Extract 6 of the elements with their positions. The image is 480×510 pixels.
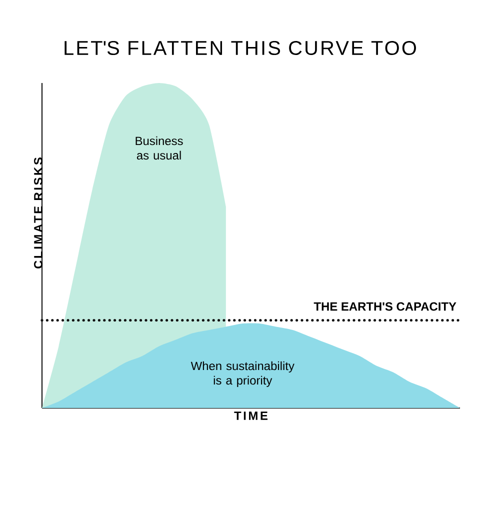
y-axis-title: CLIMATE RISKS: [34, 158, 42, 268]
annotation: When sustainability is a priority: [190, 361, 294, 387]
x-axis-title: TIME: [234, 412, 268, 420]
chart-title: LET'S FLATTEN THIS CURVE TOO: [64, 40, 416, 56]
ref-line-label: THE EARTH'S CAPACITY: [314, 302, 456, 311]
annotation: Business as usual: [136, 136, 183, 160]
